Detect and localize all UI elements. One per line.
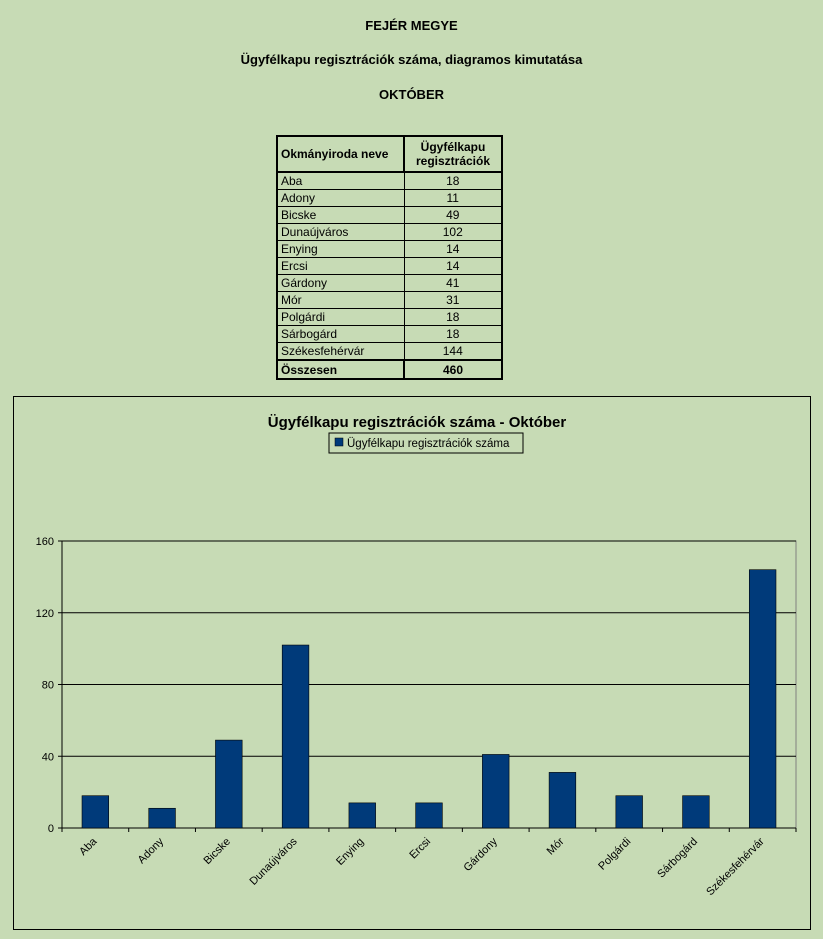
bar xyxy=(748,569,777,829)
y-tick-label: 80 xyxy=(42,680,54,692)
bar xyxy=(415,802,443,829)
month-heading: OKTÓBER xyxy=(379,87,444,102)
bar-chart: Ügyfélkapu regisztrációk száma - Október… xyxy=(36,414,797,898)
bar xyxy=(682,795,710,829)
bar xyxy=(148,807,176,829)
office-name-cell: Bicske xyxy=(276,206,405,224)
registrations-cell: 102 xyxy=(403,223,503,241)
bar xyxy=(281,644,310,829)
office-name-cell: Székesfehérvár xyxy=(276,342,405,361)
office-name-cell: Mór xyxy=(276,291,405,309)
column-header-line1: Ügyfélkapu xyxy=(420,140,486,154)
total-value: 460 xyxy=(403,359,503,380)
y-tick-label: 120 xyxy=(36,608,54,620)
total-label: Összesen xyxy=(276,359,405,380)
table-row: Gárdony 41 xyxy=(276,274,503,292)
x-tick-label: Adony xyxy=(136,835,167,866)
x-tick-label: Sárbogárd xyxy=(655,836,700,881)
registrations-cell: 14 xyxy=(403,257,503,275)
legend-label: Ügyfélkapu regisztrációk száma xyxy=(347,438,510,450)
registrations-table: Okmányiroda neve Ügyfélkapu regisztrációk… xyxy=(276,135,503,380)
office-name-cell: Gárdony xyxy=(276,274,405,292)
registrations-cell: 144 xyxy=(403,342,503,361)
bar xyxy=(482,754,510,829)
chart-title: Ügyfélkapu regisztrációk száma - Október xyxy=(268,414,567,431)
table-row: Polgárdi 18 xyxy=(276,308,503,326)
table-row: Ercsi 14 xyxy=(276,257,503,275)
x-tick-label: Aba xyxy=(77,835,100,858)
bar xyxy=(548,772,577,829)
chart-frame: Ügyfélkapu regisztrációk száma - Október… xyxy=(13,396,811,930)
column-header-line2: regisztrációk xyxy=(415,154,491,168)
bar xyxy=(615,795,643,829)
table-row: Adony 11 xyxy=(276,189,503,207)
table-row: Bicske 49 xyxy=(276,206,503,224)
chart-legend: Ügyfélkapu regisztrációk száma xyxy=(328,432,524,454)
x-tick-label: Bicske xyxy=(202,836,233,867)
registrations-cell: 49 xyxy=(403,206,503,224)
registrations-cell: 11 xyxy=(403,189,503,207)
report-subtitle: Ügyfélkapu regisztrációk száma, diagramo… xyxy=(240,52,583,67)
office-name-cell: Aba xyxy=(276,171,405,190)
registrations-cell: 18 xyxy=(403,308,503,326)
office-name-cell: Polgárdi xyxy=(276,308,405,326)
table-row: Aba 18 xyxy=(276,171,503,190)
registrations-cell: 31 xyxy=(403,291,503,309)
office-name-cell: Sárbogárd xyxy=(276,325,405,343)
x-tick-label: Ercsi xyxy=(407,836,433,862)
legend-swatch xyxy=(334,437,344,447)
table-row: Dunaújváros 102 xyxy=(276,223,503,241)
table-row: Mór 31 xyxy=(276,291,503,309)
office-name-cell: Adony xyxy=(276,189,405,207)
x-tick-label: Mór xyxy=(545,835,567,857)
office-name-cell: Ercsi xyxy=(276,257,405,275)
x-tick-label: Székesfehérvár xyxy=(704,835,767,898)
legend-box xyxy=(328,432,524,454)
y-tick-label: 0 xyxy=(48,823,54,835)
table-row: Enying 14 xyxy=(276,240,503,258)
bar xyxy=(348,802,376,829)
y-tick-label: 160 xyxy=(36,536,54,548)
x-tick-label: Dunaújváros xyxy=(248,835,301,888)
office-name-cell: Dunaújváros xyxy=(276,223,405,241)
registrations-cell: 14 xyxy=(403,240,503,258)
registrations-cell: 18 xyxy=(403,325,503,343)
table-header-row: Okmányiroda neve Ügyfélkapu regisztrációk xyxy=(276,135,503,173)
bar xyxy=(215,739,243,829)
office-name-cell: Enying xyxy=(276,240,405,258)
x-tick-label: Enying xyxy=(334,836,366,868)
county-heading: FEJÉR MEGYE xyxy=(365,18,458,33)
bar xyxy=(81,795,110,829)
registrations-cell: 18 xyxy=(403,171,503,190)
y-tick-label: 40 xyxy=(42,751,54,763)
column-header-office: Okmányiroda neve xyxy=(276,135,405,173)
registrations-cell: 41 xyxy=(403,274,503,292)
x-tick-label: Gárdony xyxy=(462,835,501,874)
table-total-row: Összesen 460 xyxy=(276,359,503,380)
table-row: Székesfehérvár 144 xyxy=(276,342,503,361)
table-row: Sárbogárd 18 xyxy=(276,325,503,343)
x-tick-label: Polgárdi xyxy=(596,836,633,873)
column-header-registrations: Ügyfélkapu regisztrációk xyxy=(403,135,503,173)
